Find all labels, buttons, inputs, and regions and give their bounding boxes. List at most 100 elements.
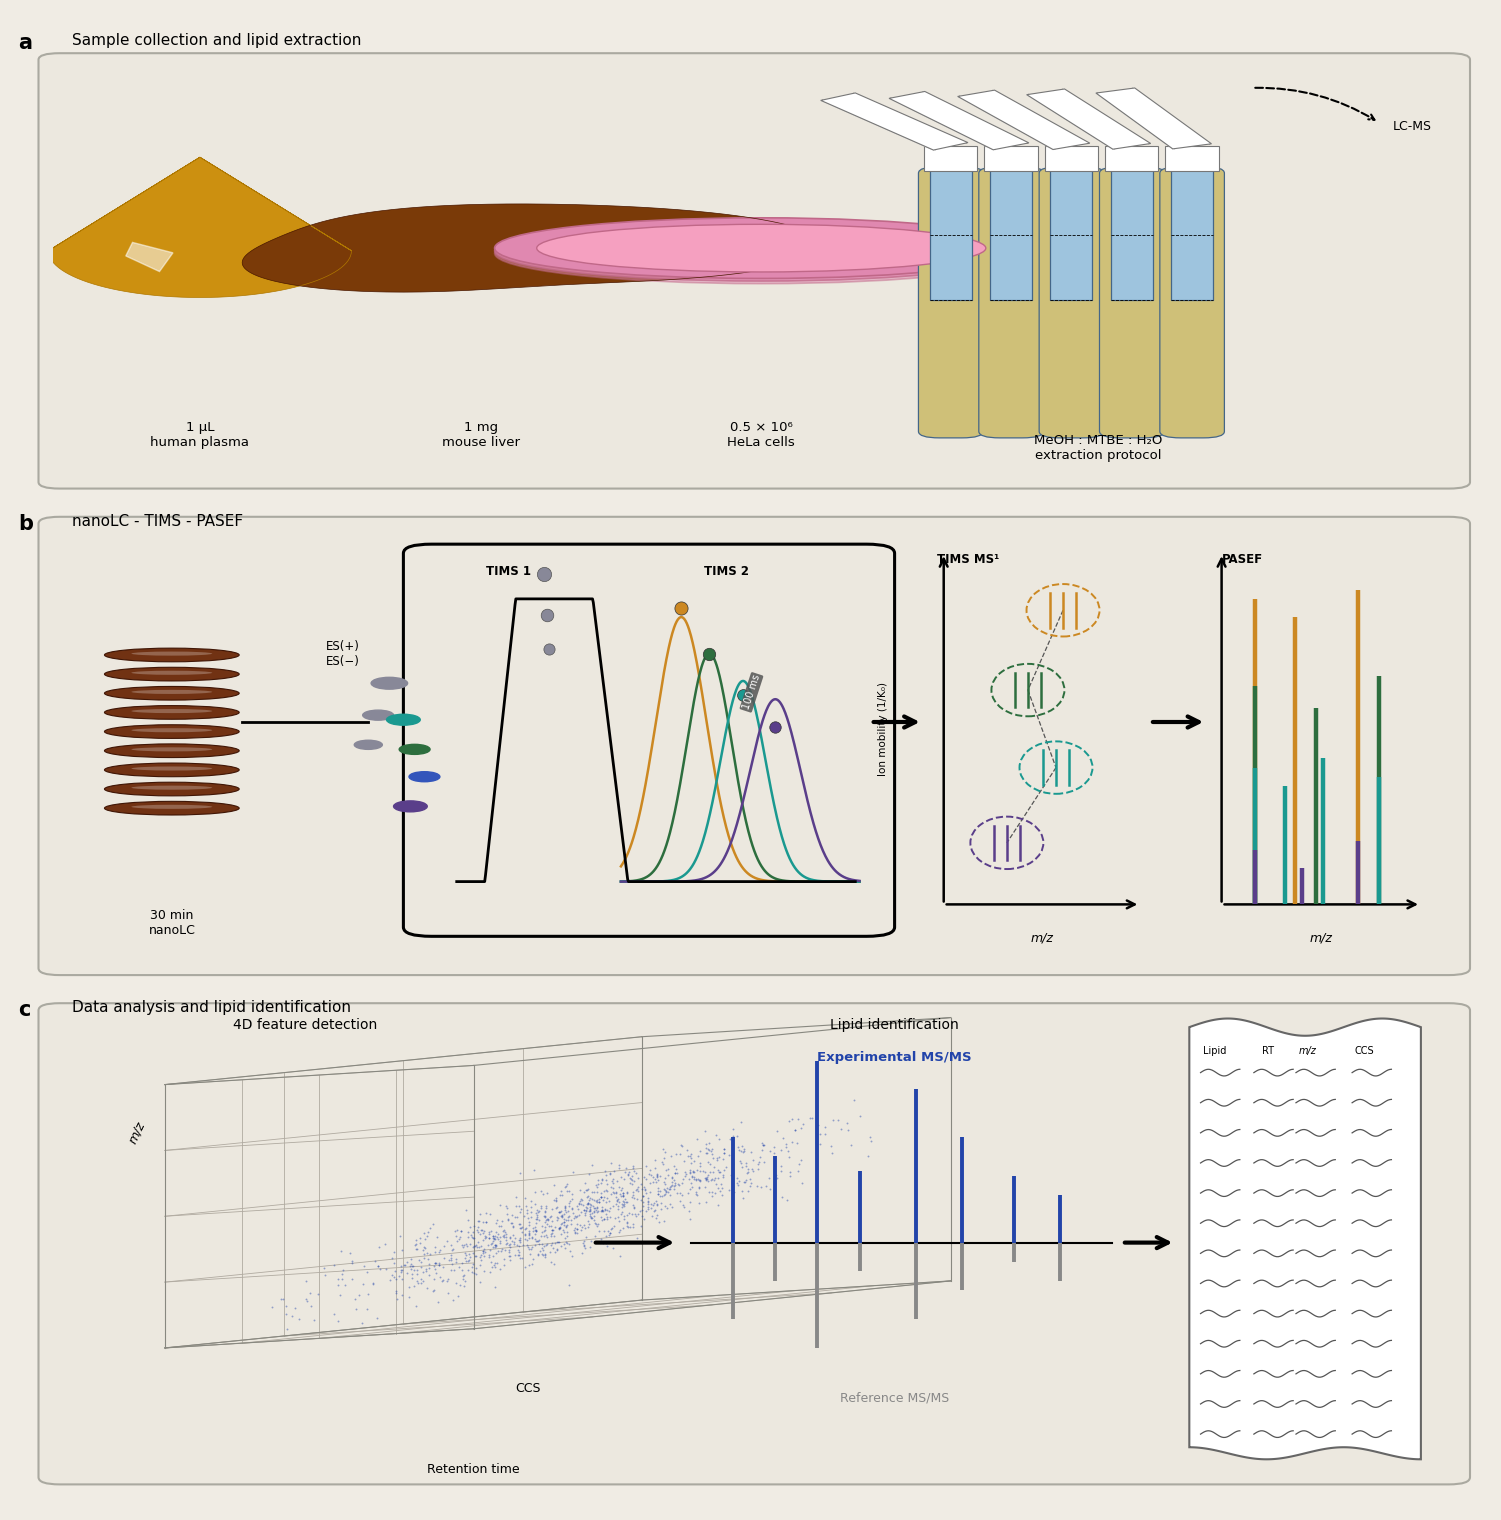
Point [516,1221,540,1245]
Point [750,1132,775,1157]
Point [665,1181,689,1205]
Point [398,1284,422,1309]
Point [507,1161,531,1186]
Point [411,1236,435,1260]
Point [681,1160,705,1184]
Point [624,1178,648,1202]
Text: TIMS 2: TIMS 2 [704,565,749,578]
Point [575,1198,599,1222]
Point [698,1131,722,1155]
Point [642,1199,666,1224]
Ellipse shape [495,217,1028,278]
Point [419,1216,443,1240]
Point [579,1193,603,1218]
Point [686,1175,710,1199]
Text: 30 min
nanoLC: 30 min nanoLC [149,909,195,936]
Point [569,1192,593,1216]
Point [641,1204,665,1228]
Point [605,1189,629,1213]
Point [398,1275,422,1300]
Point [564,1195,588,1219]
Point [651,1176,675,1201]
Point [539,1204,563,1228]
Text: 1 μL
human plasma: 1 μL human plasma [150,421,249,450]
Point [579,1204,603,1228]
Point [635,1154,659,1178]
Point [600,1216,624,1240]
Point [405,1269,429,1294]
Point [749,1175,773,1199]
Point [557,1190,581,1214]
Point [464,1243,488,1268]
Point [763,1134,787,1158]
Point [809,1122,833,1146]
Point [705,1192,729,1216]
Point [705,1148,729,1172]
Point [597,1199,621,1224]
Point [455,1221,479,1245]
Point [533,1199,557,1224]
Point [428,1237,452,1262]
Point [578,1186,602,1210]
Point [450,1266,474,1290]
Point [513,1227,537,1251]
Point [590,1167,614,1192]
Point [585,1195,609,1219]
Point [390,1266,414,1290]
Point [489,1239,513,1263]
Point [582,1187,606,1211]
Point [533,1243,557,1268]
Point [584,1224,608,1248]
Point [572,1216,596,1240]
Point [485,1211,509,1236]
Point [620,1214,644,1239]
Point [600,1170,624,1195]
Point [609,1184,633,1208]
Point [525,1230,549,1254]
Point [578,1199,602,1224]
Point [405,1262,429,1286]
Point [438,1248,462,1272]
Point [399,1254,423,1278]
Text: 100 ms: 100 ms [741,673,763,711]
Point [599,1151,623,1175]
Point [524,1219,548,1243]
Point [477,1237,501,1262]
Point [407,1271,431,1295]
Point [503,1225,527,1249]
Point [590,1184,614,1208]
Point [548,1216,572,1240]
Point [775,1135,799,1160]
Point [492,1225,516,1249]
Point [729,1134,754,1158]
Point [462,1234,486,1259]
Point [551,1218,575,1242]
Point [633,1178,657,1202]
Point [486,1227,510,1251]
Point [510,1245,534,1269]
Point [536,1208,560,1233]
Point [461,1236,485,1260]
FancyBboxPatch shape [39,1003,1469,1485]
Point [542,1224,566,1248]
Text: TIMS 1: TIMS 1 [486,565,531,578]
Point [708,1180,732,1204]
Point [395,1249,419,1274]
Point [537,637,561,661]
Point [525,1199,549,1224]
Point [681,1167,705,1192]
Point [660,1166,684,1190]
Point [401,1262,425,1286]
Point [659,1176,683,1201]
Point [555,1224,579,1248]
Point [735,1161,760,1186]
Point [494,1239,518,1263]
Ellipse shape [105,801,239,815]
Point [665,1161,689,1186]
Point [432,1234,456,1259]
Point [506,1237,530,1262]
FancyBboxPatch shape [1165,146,1219,170]
Point [272,1287,296,1312]
Point [600,1236,624,1260]
Point [545,1189,569,1213]
